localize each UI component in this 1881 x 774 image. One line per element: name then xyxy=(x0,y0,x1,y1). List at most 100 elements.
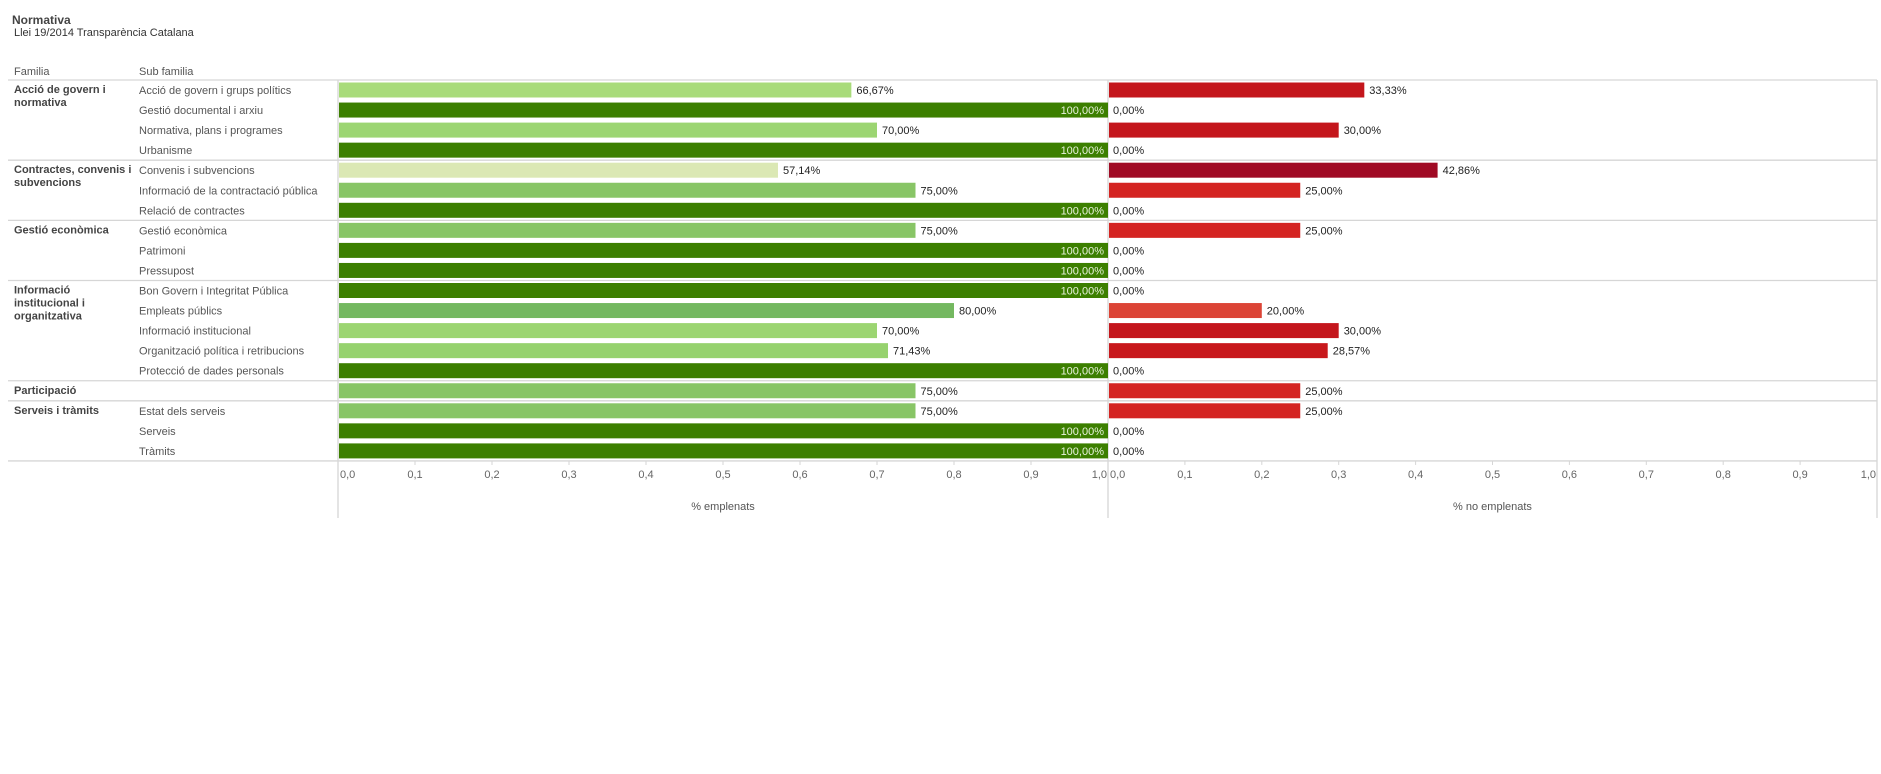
bar-emplenats xyxy=(339,262,1108,278)
axis-tick-label: 0,3 xyxy=(561,469,576,481)
bar-emplenats xyxy=(339,443,1108,459)
subfamily-label: Pressupost xyxy=(139,265,194,277)
data-label-no-emplenats: 0,00% xyxy=(1113,265,1144,277)
bar-no-emplenats xyxy=(1109,403,1301,419)
bar-emplenats xyxy=(339,162,778,178)
data-label-emplenats: 75,00% xyxy=(921,225,959,237)
bar-no-emplenats xyxy=(1109,323,1339,339)
data-label-emplenats: 75,00% xyxy=(921,406,959,418)
bar-no-emplenats xyxy=(1109,82,1365,98)
bar-no-emplenats xyxy=(1109,343,1328,359)
data-label-no-emplenats: 0,00% xyxy=(1113,426,1144,438)
subfamily-label: Gestió econòmica xyxy=(139,225,228,237)
subfamily-label: Organització política i retribucions xyxy=(139,346,305,358)
axis-tick-label: 0,6 xyxy=(792,469,807,481)
bar-emplenats xyxy=(339,383,916,399)
data-label-emplenats: 70,00% xyxy=(882,125,920,137)
data-label-no-emplenats: 0,00% xyxy=(1113,446,1144,458)
subfamily-label: Protecció de dades personals xyxy=(139,366,284,378)
family-label: Serveis i tràmits xyxy=(14,405,99,417)
data-label-no-emplenats: 33,33% xyxy=(1369,85,1407,97)
axis-tick-label: 0,4 xyxy=(638,469,653,481)
data-label-no-emplenats: 42,86% xyxy=(1443,165,1481,177)
data-label-no-emplenats: 25,00% xyxy=(1305,225,1343,237)
subfamily-label: Informació de la contractació pública xyxy=(139,185,318,197)
subfamily-label: Empleats públics xyxy=(139,306,223,318)
axis-tick-label: 1,0 xyxy=(1861,469,1876,481)
family-label: Participació xyxy=(14,385,77,397)
family-label: Contractes, convenis i xyxy=(14,164,131,176)
bar-emplenats xyxy=(339,222,916,238)
data-label-emplenats: 75,00% xyxy=(921,386,959,398)
bar-emplenats xyxy=(339,403,916,419)
subfamily-label: Bon Govern i Integritat Pública xyxy=(139,286,289,298)
bar-emplenats xyxy=(339,242,1108,258)
family-label: institucional i xyxy=(14,298,85,310)
column-header-subfamily: Sub familia xyxy=(139,66,194,78)
axis-tick-label: 0,0 xyxy=(1110,469,1125,481)
subfamily-label: Serveis xyxy=(139,426,176,438)
data-label-no-emplenats: 30,00% xyxy=(1344,326,1382,338)
data-label-emplenats: 57,14% xyxy=(783,165,821,177)
subfamily-label: Informació institucional xyxy=(139,326,251,338)
axis-tick-label: 1,0 xyxy=(1092,469,1107,481)
axis-title: % emplenats xyxy=(691,501,755,513)
subfamily-label: Normativa, plans i programes xyxy=(139,125,283,137)
bar-emplenats xyxy=(339,82,852,98)
axis-tick-label: 0,2 xyxy=(1254,469,1269,481)
bar-emplenats xyxy=(339,363,1108,379)
data-label-emplenats: 100,00% xyxy=(1061,245,1105,257)
axis-tick-label: 0,7 xyxy=(1639,469,1654,481)
subfamily-label: Gestió documental i arxiu xyxy=(139,105,263,117)
data-label-no-emplenats: 0,00% xyxy=(1113,105,1144,117)
bar-emplenats xyxy=(339,202,1108,218)
axis-tick-label: 0,4 xyxy=(1408,469,1423,481)
bar-emplenats xyxy=(339,323,877,339)
axis-tick-label: 0,2 xyxy=(484,469,499,481)
bar-emplenats xyxy=(339,122,877,138)
data-label-emplenats: 100,00% xyxy=(1061,426,1105,438)
axis-tick-label: 0,1 xyxy=(1177,469,1192,481)
data-label-no-emplenats: 0,00% xyxy=(1113,145,1144,157)
data-label-emplenats: 71,43% xyxy=(893,346,931,358)
data-label-emplenats: 100,00% xyxy=(1061,366,1105,378)
data-label-no-emplenats: 28,57% xyxy=(1333,346,1371,358)
data-label-emplenats: 100,00% xyxy=(1061,265,1105,277)
axis-tick-label: 0,5 xyxy=(715,469,730,481)
subfamily-label: Patrimoni xyxy=(139,245,185,257)
subfamily-label: Urbanisme xyxy=(139,145,192,157)
data-label-emplenats: 100,00% xyxy=(1061,105,1105,117)
bar-emplenats xyxy=(339,343,889,359)
family-label: organitzativa xyxy=(14,311,83,323)
bar-no-emplenats xyxy=(1109,383,1301,399)
chart-title: Normativa xyxy=(12,13,71,27)
bar-emplenats xyxy=(339,303,954,319)
data-label-emplenats: 70,00% xyxy=(882,326,920,338)
data-label-no-emplenats: 25,00% xyxy=(1305,386,1343,398)
axis-tick-label: 0,7 xyxy=(869,469,884,481)
subfamily-label: Convenis i subvencions xyxy=(139,165,255,177)
data-label-no-emplenats: 30,00% xyxy=(1344,125,1382,137)
family-label: Gestió econòmica xyxy=(14,224,110,236)
data-label-emplenats: 66,67% xyxy=(856,85,894,97)
bar-emplenats xyxy=(339,102,1108,118)
data-label-no-emplenats: 20,00% xyxy=(1267,306,1305,318)
bar-no-emplenats xyxy=(1109,222,1301,238)
data-label-emplenats: 80,00% xyxy=(959,306,997,318)
subfamily-label: Acció de govern i grups polítics xyxy=(139,85,292,97)
data-label-no-emplenats: 0,00% xyxy=(1113,286,1144,298)
family-label: subvencions xyxy=(14,177,81,189)
subfamily-label: Estat dels serveis xyxy=(139,406,226,418)
axis-tick-label: 0,3 xyxy=(1331,469,1346,481)
bar-no-emplenats xyxy=(1109,182,1301,198)
data-label-emplenats: 100,00% xyxy=(1061,145,1105,157)
chart-subtitle: Llei 19/2014 Transparència Catalana xyxy=(14,27,194,39)
axis-tick-label: 0,1 xyxy=(407,469,422,481)
family-label: Acció de govern i xyxy=(14,84,106,96)
axis-tick-label: 0,9 xyxy=(1792,469,1807,481)
bar-no-emplenats xyxy=(1109,122,1339,138)
data-label-emplenats: 100,00% xyxy=(1061,286,1105,298)
data-label-no-emplenats: 25,00% xyxy=(1305,185,1343,197)
axis-tick-label: 0,5 xyxy=(1485,469,1500,481)
